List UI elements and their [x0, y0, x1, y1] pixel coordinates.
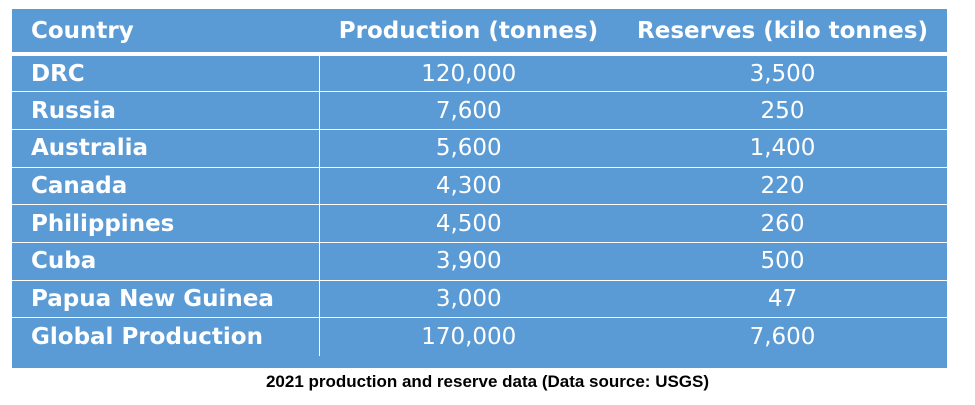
table-row: Russia 7,600 250 — [12, 91, 947, 130]
header-reserves: Reserves (kilo tonnes) — [618, 9, 947, 56]
cell-production: 170,000 — [421, 323, 517, 350]
cell-reserves: 7,600 — [749, 323, 816, 350]
cell-production: 5,600 — [319, 129, 618, 168]
table-row-total: Global Production 170,000 7,600 — [12, 317, 947, 356]
cell-production: 120,000 — [319, 54, 618, 93]
table-header-row: Country Production (tonnes) Reserves (ki… — [12, 9, 947, 56]
cell-country: Canada — [12, 167, 320, 206]
cell-reserves: 260 — [618, 204, 947, 243]
table-caption: 2021 production and reserve data (Data s… — [265, 372, 710, 391]
header-country: Country — [12, 9, 319, 56]
cell-reserves: 250 — [618, 91, 947, 130]
cell-country: Global Production — [12, 317, 320, 356]
cell-country: Cuba — [12, 242, 320, 281]
cell-reserves: 1,400 — [618, 129, 947, 168]
cell-production: 3,900 — [319, 242, 618, 281]
header-production: Production (tonnes) — [319, 9, 618, 56]
cell-country: Australia — [12, 129, 320, 168]
table-row: Philippines 4,500 260 — [12, 204, 947, 243]
cell-reserves: 47 — [618, 280, 947, 319]
cell-production: 4,500 — [319, 204, 618, 243]
production-reserves-table: Country Production (tonnes) Reserves (ki… — [12, 9, 947, 356]
cell-reserves: 220 — [618, 167, 947, 206]
cell-country: Papua New Guinea — [12, 280, 320, 319]
data-table-container: Country Production (tonnes) Reserves (ki… — [12, 9, 947, 368]
cell-production: 4,300 — [319, 167, 618, 206]
table-row: Australia 5,600 1,400 — [12, 129, 947, 168]
table-row: Cuba 3,900 500 — [12, 242, 947, 281]
cell-country: Russia — [12, 91, 320, 130]
cell-reserves: 500 — [618, 242, 947, 281]
table-row: Papua New Guinea 3,000 47 — [12, 280, 947, 319]
cell-production: 7,600 — [319, 91, 618, 130]
table-row: Canada 4,300 220 — [12, 167, 947, 206]
cell-reserves: 3,500 — [618, 54, 947, 93]
table-row: DRC 120,000 3,500 — [12, 54, 947, 93]
cell-production: 3,000 — [319, 280, 618, 319]
cell-country: DRC — [12, 54, 320, 93]
cell-country: Philippines — [12, 204, 320, 243]
